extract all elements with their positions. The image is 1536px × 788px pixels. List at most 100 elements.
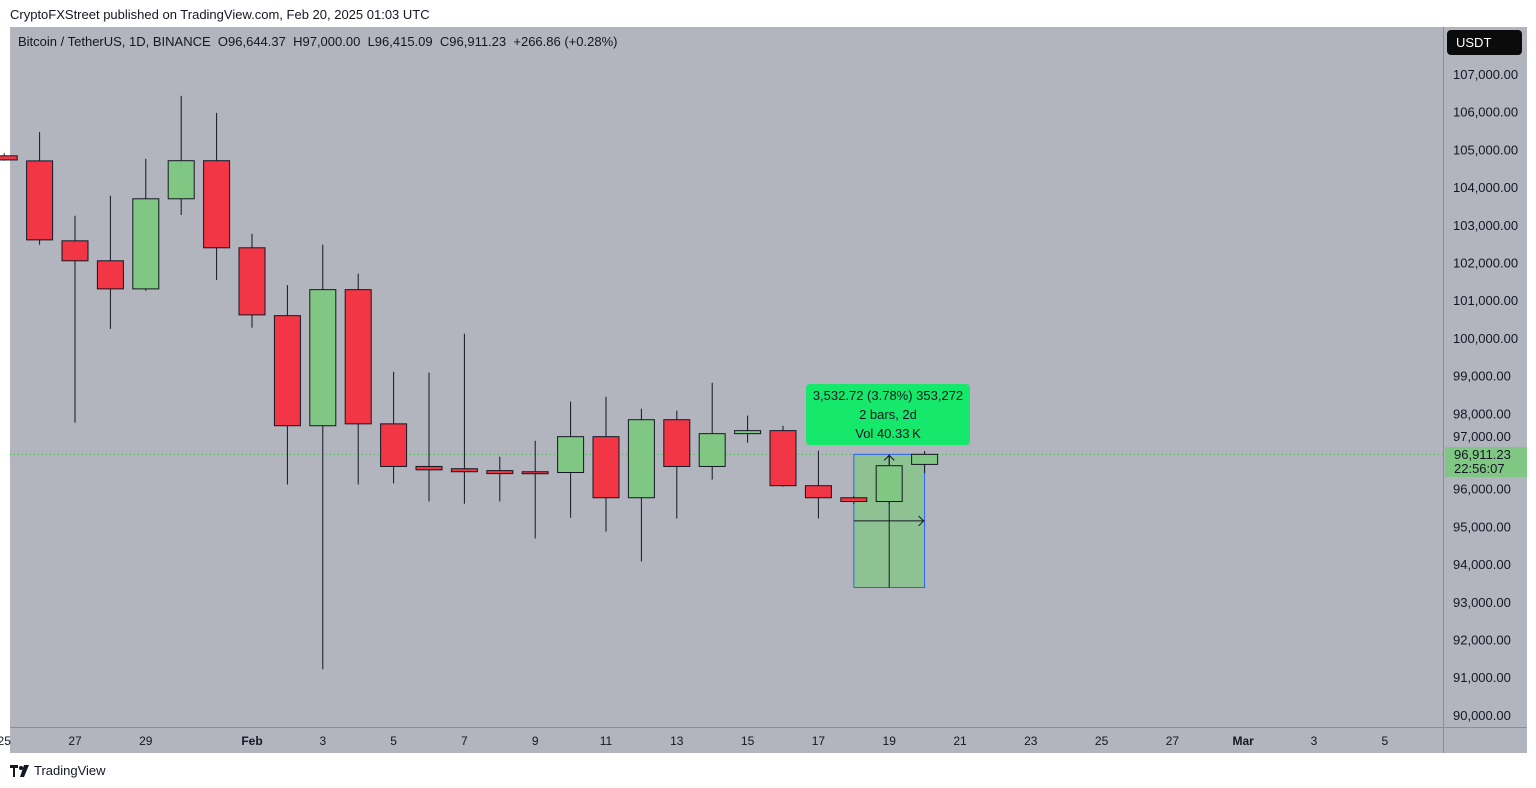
candle-body [450, 468, 478, 473]
price-tick-label: 102,000.00 [1453, 256, 1518, 271]
candle [203, 112, 231, 280]
candle [309, 244, 337, 670]
time-tick-label: 29 [139, 734, 153, 748]
candle-body [769, 430, 797, 487]
change-value: +266.86 (+0.28%) [513, 34, 618, 49]
candle-body [132, 198, 160, 290]
candle [769, 425, 797, 487]
candle [26, 132, 54, 245]
measure-bars: 2 bars, 2d [859, 407, 917, 422]
candle-body [61, 240, 89, 262]
time-tick-label: 15 [741, 734, 755, 748]
price-tick-label: 103,000.00 [1453, 218, 1518, 233]
candle [273, 285, 301, 485]
price-tick-label: 104,000.00 [1453, 180, 1518, 195]
price-tick-label: 101,000.00 [1453, 293, 1518, 308]
symbol-legend: Bitcoin / TetherUS, 1D, BINANCE O96,644.… [18, 34, 617, 49]
candle [557, 401, 585, 518]
candle-body [96, 260, 124, 290]
time-tick-label: 3 [1311, 734, 1318, 748]
price-tick-label: 98,000.00 [1453, 406, 1511, 421]
tradingview-brand: TradingView [34, 763, 106, 778]
candle [663, 410, 691, 519]
candle-body [203, 160, 231, 249]
currency-button[interactable]: USDT [1447, 30, 1522, 55]
candle [840, 496, 868, 504]
time-tick-label: 17 [812, 734, 826, 748]
candle [450, 333, 478, 504]
time-tick-label: 25 [0, 734, 11, 748]
candle-body [804, 485, 832, 499]
candle-body [309, 289, 337, 427]
high-value: H97,000.00 [293, 34, 361, 49]
price-tick-label: 105,000.00 [1453, 142, 1518, 157]
candle [96, 195, 124, 329]
tradingview-logo[interactable]: TradingView [10, 763, 106, 778]
candle [415, 372, 443, 502]
candle-body [344, 289, 372, 425]
price-tick-label: 91,000.00 [1453, 670, 1511, 685]
candle-body [911, 453, 939, 465]
candle [61, 215, 89, 423]
last-price-label: 96,911.23 22:56:07 [1445, 447, 1527, 477]
low-value: L96,415.09 [367, 34, 433, 49]
candle-body [167, 160, 195, 200]
open-value: O96,644.37 [217, 34, 286, 49]
arrow-right-icon [918, 515, 925, 527]
candle [521, 440, 549, 539]
time-tick-label: 25 [1095, 734, 1109, 748]
candle [132, 158, 160, 291]
candle-body [415, 465, 443, 471]
time-tick-label: 5 [1381, 734, 1388, 748]
time-tick-label: 11 [600, 734, 613, 748]
price-tick-label: 93,000.00 [1453, 595, 1511, 610]
candle [0, 153, 18, 161]
candle-body [663, 419, 691, 467]
measure-change: 3,532.72 (3.78%) 353,272 [812, 388, 964, 403]
candle [911, 451, 939, 474]
time-tick-label: 7 [461, 734, 468, 748]
price-tick-label: 106,000.00 [1453, 105, 1518, 120]
candle [344, 273, 372, 485]
candle [380, 371, 408, 484]
candle [238, 233, 266, 328]
chart-pane[interactable] [10, 27, 1527, 753]
time-tick-label: 23 [1024, 734, 1038, 748]
candle-body [273, 315, 301, 427]
candle-body [875, 465, 903, 503]
candle-body [0, 155, 18, 161]
time-tick-label: 21 [953, 734, 967, 748]
price-tick-label: 100,000.00 [1453, 331, 1518, 346]
candle-body [627, 419, 655, 499]
time-tick-label: 19 [883, 734, 897, 748]
price-tick-label: 90,000.00 [1453, 708, 1511, 723]
candle [627, 408, 655, 562]
candle-body [840, 497, 868, 503]
candle [167, 95, 195, 215]
tradingview-logo-icon [10, 764, 29, 777]
time-tick-label: 5 [390, 734, 397, 748]
candle-body [238, 247, 266, 316]
candle-body [592, 436, 620, 499]
time-tick-label: Feb [241, 734, 262, 748]
last-price: 96,911.23 [1454, 447, 1511, 462]
candle [486, 456, 514, 502]
time-tick-label: 13 [670, 734, 684, 748]
symbol-name[interactable]: Bitcoin / TetherUS, 1D, BINANCE [18, 34, 211, 49]
candle-body [698, 433, 726, 467]
price-tick-label: 107,000.00 [1453, 67, 1518, 82]
price-tick-label: 95,000.00 [1453, 519, 1511, 534]
candle-body [26, 160, 54, 241]
candle [592, 396, 620, 532]
time-tick-label: Mar [1233, 734, 1255, 748]
time-tick-label: 27 [1166, 734, 1180, 748]
candle-body [521, 471, 549, 475]
price-tick-label: 99,000.00 [1453, 369, 1511, 384]
candle-body [380, 423, 408, 467]
candle-body [486, 470, 514, 475]
time-tick-label: 9 [532, 734, 539, 748]
time-tick-label: 3 [319, 734, 326, 748]
bar-countdown: 22:56:07 [1454, 461, 1505, 476]
time-tick-label: 27 [68, 734, 82, 748]
